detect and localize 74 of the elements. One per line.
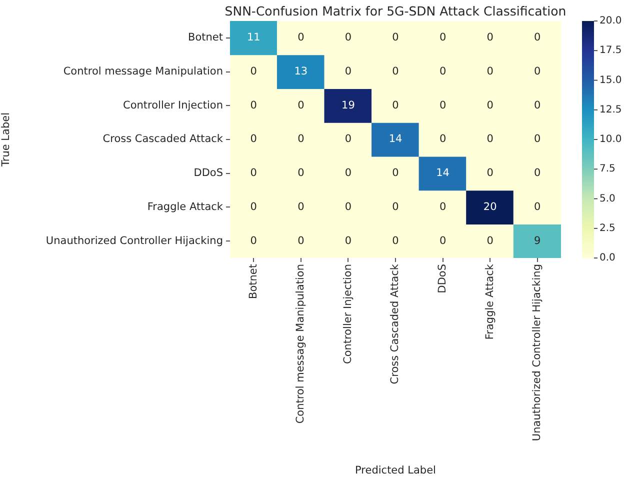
x-tick-label: Controller Injection (342, 264, 354, 364)
y-tick-label: Control message Manipulation (63, 66, 223, 78)
data-label: 0 (298, 32, 304, 44)
data-label: 0 (344, 133, 352, 146)
data-label: 0 (250, 99, 257, 112)
data-label: 0 (298, 167, 304, 180)
color-bar-label: 15.0 (600, 74, 622, 86)
data-label: 0 (250, 234, 257, 247)
data-label: 0 (392, 167, 399, 180)
x-tick-label: Unauthorized Controller Hijacking (531, 264, 544, 442)
y-axis-title: True Label (0, 112, 12, 168)
x-tick-label: Cross Cascaded Attack (389, 263, 402, 384)
data-label: 0 (298, 133, 304, 146)
data-label: 0 (439, 200, 446, 213)
data-label: 0 (392, 32, 399, 44)
color-bar-label: 7.5 (600, 164, 616, 175)
data-label: 0 (486, 167, 494, 180)
data-label: 0 (486, 234, 494, 247)
x-tick-label: DDoS (436, 264, 449, 294)
color-bar-label: 17.5 (600, 45, 622, 56)
data-label: 0 (392, 99, 399, 112)
data-label: 0 (392, 66, 399, 78)
y-tick-label: Controller Injection (122, 99, 223, 112)
x-tick-label: Botnet (247, 264, 260, 299)
data-label: 0 (486, 32, 494, 44)
y-tick-label: DDoS (194, 167, 224, 180)
data-label: 0 (439, 133, 446, 146)
data-label: 0 (344, 234, 352, 247)
chart-title: SNN-Confusion Matrix for 5G-SDN Attack Classification (224, 3, 566, 18)
data-label: 0 (250, 66, 257, 78)
color-bar-label: 5.0 (600, 193, 616, 204)
data-label: 0 (534, 32, 541, 44)
data-label: 9 (534, 234, 541, 247)
data-label: 0 (486, 66, 494, 78)
y-tick-label: Fraggle Attack (147, 200, 224, 213)
data-label: 0 (250, 200, 257, 213)
data-label: 11 (246, 32, 260, 44)
data-label: 0 (534, 200, 541, 213)
data-label: 0 (344, 200, 352, 213)
data-label: 0 (486, 133, 494, 146)
data-label: 13 (294, 66, 308, 78)
color-bar-label: 20.0 (600, 16, 622, 27)
data-label: 19 (342, 99, 355, 112)
color-bar-label: 12.5 (600, 104, 622, 116)
data-label: 0 (298, 99, 304, 112)
data-label: 14 (436, 167, 450, 180)
data-label: 0 (392, 234, 399, 247)
data-label: 0 (534, 66, 541, 78)
data-label: 0 (298, 200, 304, 213)
data-label: 0 (439, 234, 446, 247)
color-bar-label: 10.0 (600, 134, 622, 146)
x-axis-title: Predicted Label (355, 464, 436, 476)
color-bar-label: 0.0 (600, 252, 616, 264)
data-label: 0 (344, 66, 352, 78)
data-label: 0 (439, 66, 446, 78)
data-label: 14 (388, 133, 402, 146)
data-label: 0 (298, 234, 304, 247)
data-label: 20 (483, 200, 497, 213)
y-tick-label: Unauthorized Controller Hijacking (46, 234, 223, 247)
data-label: 0 (344, 32, 352, 44)
x-tick-label: Fraggle Attack (484, 263, 496, 340)
color-bar-label: 2.5 (600, 222, 616, 234)
data-label: 0 (534, 167, 541, 180)
y-tick-label: Cross Cascaded Attack (102, 133, 224, 146)
data-label: 0 (534, 99, 541, 112)
data-label: 0 (250, 167, 257, 180)
data-label: 0 (250, 133, 257, 146)
data-label: 0 (344, 167, 352, 180)
data-label: 0 (439, 99, 446, 112)
data-label: 0 (534, 133, 541, 146)
data-label: 0 (486, 99, 494, 112)
y-tick-label: Botnet (188, 32, 223, 44)
data-label: 0 (439, 32, 446, 44)
data-label: 0 (392, 200, 399, 213)
